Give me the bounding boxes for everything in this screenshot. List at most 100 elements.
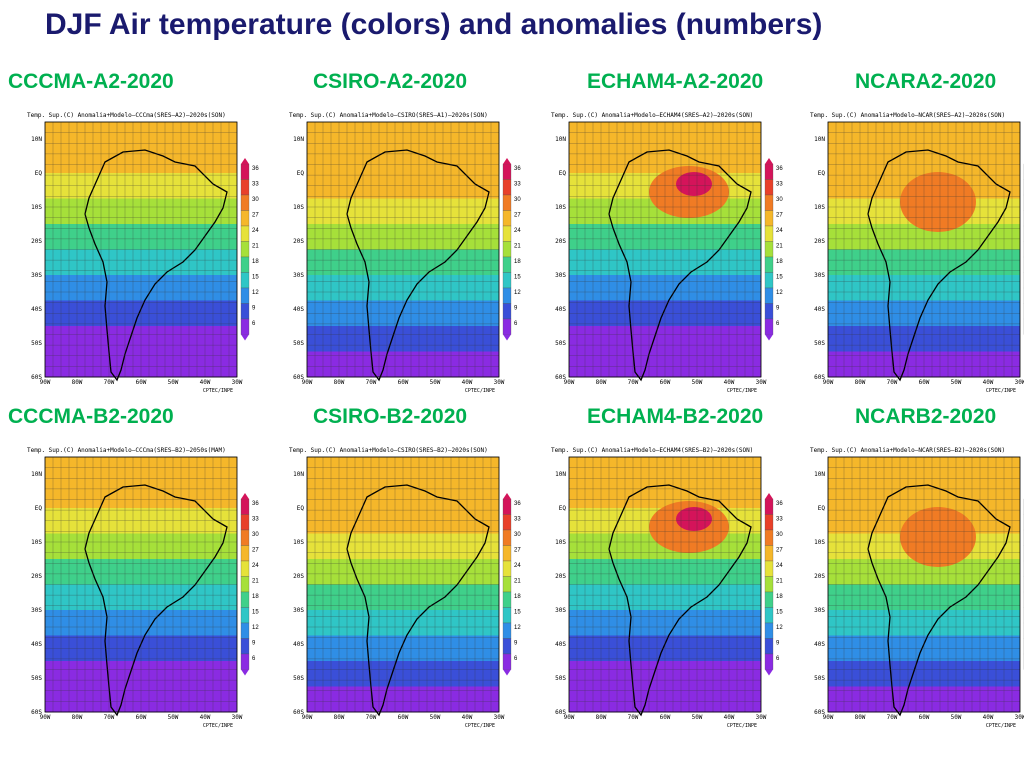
colorbar-swatch (240, 514, 250, 531)
colorbar-label: 6 (776, 321, 780, 327)
longitude-label: 90W (823, 714, 834, 721)
longitude-label: 30W (232, 714, 243, 721)
map-title: Temp. Sup.(C) Anomalia+Modelo—CCCma(SRES… (27, 447, 226, 454)
colorbar-label: 36 (252, 501, 259, 507)
colorbar-label: 24 (776, 563, 783, 569)
latitude-label: 30S (555, 272, 566, 279)
longitude-label: 40W (724, 379, 735, 386)
colorbar-swatch (240, 241, 250, 258)
latitude-label: EQ (297, 170, 305, 177)
colorbar-label: 33 (252, 182, 259, 188)
longitude-label: 70W (366, 714, 377, 721)
longitude-label: 60W (919, 714, 930, 721)
colorbar-swatch (502, 318, 512, 335)
map-title: Temp. Sup.(C) Anomalia+Modelo—NCAR(SRES—… (810, 447, 1005, 454)
colorbar-label: 18 (252, 259, 259, 265)
map-title: Temp. Sup.(C) Anomalia+Modelo—CCCma(SRES… (27, 112, 226, 119)
colorbar-swatch (764, 514, 774, 531)
colorbar-swatch (764, 303, 774, 320)
colorbar-label: 21 (252, 244, 259, 250)
latitude-label: 30S (31, 607, 42, 614)
map-credit: CPTEC/INPE (203, 723, 233, 729)
longitude-label: 30W (1015, 379, 1024, 386)
colorbar-label: 27 (514, 548, 521, 554)
hot-anomaly-area (676, 507, 712, 531)
colorbar-arrow-bottom (241, 334, 249, 341)
colorbar-swatch (502, 194, 512, 211)
colorbar-swatch (240, 591, 250, 608)
latitude-label: 10S (555, 204, 566, 211)
colorbar-swatch (764, 498, 774, 515)
map-frame (306, 121, 500, 378)
longitude-label: 60W (660, 379, 671, 386)
map-frame (827, 456, 1021, 713)
longitude-label: 80W (334, 379, 345, 386)
latitude-label: 10S (814, 204, 825, 211)
map-frame (44, 121, 238, 378)
map-credit: CPTEC/INPE (465, 723, 495, 729)
colorbar-label: 21 (776, 244, 783, 250)
colorbar: 36 33 30 27 24 21 18 15 12 9 6 (764, 158, 783, 341)
colorbar-swatch (502, 287, 512, 304)
longitude-label: 40W (983, 714, 994, 721)
map-svg: Temp. Sup.(C) Anomalia+Modelo—ECHAM4(SRE… (551, 112, 783, 394)
colorbar-swatch (240, 272, 250, 289)
longitude-label: 60W (660, 714, 671, 721)
colorbar-label: 21 (776, 579, 783, 585)
colorbar-swatch (764, 607, 774, 624)
colorbar-label: 15 (252, 610, 259, 616)
colorbar-label: 21 (514, 244, 521, 250)
map-title: Temp. Sup.(C) Anomalia+Modelo—CSIRO(SRES… (289, 447, 488, 454)
colorbar-swatch (502, 545, 512, 562)
latitude-label: 30S (293, 607, 304, 614)
map-panel: Temp. Sup.(C) Anomalia+Modelo—CCCma(SRES… (25, 443, 265, 733)
map-grid (44, 121, 238, 378)
colorbar-swatch (240, 210, 250, 227)
latitude-label: 40S (31, 306, 42, 313)
colorbar-swatch (240, 576, 250, 593)
latitude-label: 40S (814, 641, 825, 648)
latitude-label: 60S (814, 709, 825, 716)
colorbar-label: 18 (776, 259, 783, 265)
latitude-label: 50S (814, 340, 825, 347)
longitude-label: 60W (136, 379, 147, 386)
longitude-label: 40W (724, 714, 735, 721)
continent-outline (346, 149, 490, 382)
colorbar-swatch (502, 163, 512, 180)
longitude-label: 70W (104, 714, 115, 721)
latitude-label: 20S (293, 238, 304, 245)
map-frame (827, 121, 1021, 378)
colorbar-swatch (764, 545, 774, 562)
colorbar-swatch (502, 560, 512, 577)
colorbar-swatch (502, 529, 512, 546)
colorbar-label: 27 (252, 548, 259, 554)
colorbar-label: 18 (252, 594, 259, 600)
panel-label-echam4-a2: ECHAM4-A2-2020 (587, 70, 764, 93)
colorbar-swatch (240, 607, 250, 624)
latitude-label: 30S (814, 607, 825, 614)
colorbar-label: 15 (776, 275, 783, 281)
colorbar-label: 24 (252, 563, 259, 569)
longitude-label: 40W (200, 714, 211, 721)
latitude-label: 10S (31, 204, 42, 211)
colorbar-label: 6 (252, 656, 256, 662)
colorbar-swatch (502, 241, 512, 258)
latitude-label: 60S (31, 709, 42, 716)
longitude-label: 90W (564, 714, 575, 721)
colorbar-label: 30 (252, 532, 259, 538)
colorbar-label: 12 (252, 625, 259, 631)
colorbar-label: 6 (514, 321, 518, 327)
panel-label-echam4-b2: ECHAM4-B2-2020 (587, 405, 764, 428)
longitude-label: 60W (919, 379, 930, 386)
colorbar-arrow-bottom (241, 669, 249, 676)
map-credit: CPTEC/INPE (203, 388, 233, 394)
colorbar-label: 12 (514, 625, 521, 631)
continent-outline (608, 484, 752, 717)
map-svg: Temp. Sup.(C) Anomalia+Modelo—NCAR(SRES—… (810, 447, 1024, 729)
latitude-label: 50S (293, 340, 304, 347)
longitude-label: 70W (366, 379, 377, 386)
colorbar-label: 24 (252, 228, 259, 234)
colorbar-swatch (240, 194, 250, 211)
colorbar-swatch (502, 225, 512, 242)
colorbar-label: 21 (252, 579, 259, 585)
